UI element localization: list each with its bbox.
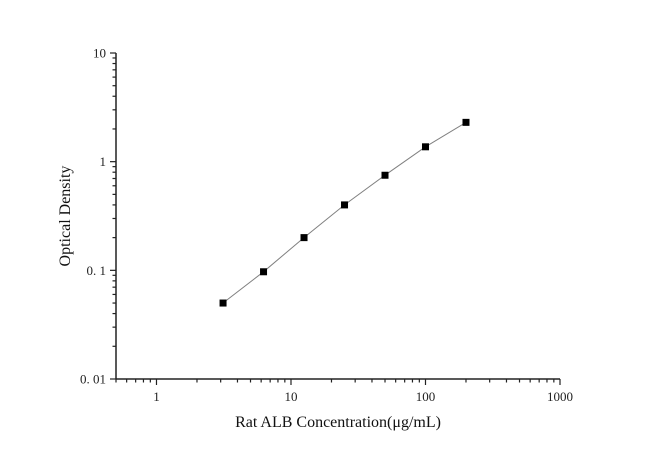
y-tick-label: 10 (93, 46, 106, 61)
data-point-marker (300, 234, 308, 242)
y-tick-label: 1 (100, 154, 107, 169)
y-tick-label: 0. 1 (87, 263, 107, 278)
x-tick-label: 100 (416, 389, 436, 404)
data-point-marker (462, 118, 470, 126)
y-tick-label: 0. 01 (80, 372, 106, 387)
data-series (219, 118, 470, 307)
x-tick-label: 1 (153, 389, 160, 404)
y-axis: 0. 01 0. 1 1 10 (80, 46, 117, 387)
x-tick-label: 1000 (547, 389, 573, 404)
data-point-marker (381, 171, 389, 179)
y-axis-label: Optical Density (57, 166, 74, 267)
data-point-marker (219, 299, 227, 307)
data-point-marker (421, 143, 429, 151)
x-tick-label: 10 (284, 389, 297, 404)
fit-line (222, 121, 467, 304)
x-axis-label: Rat ALB Concentration(μg/mL) (235, 414, 441, 431)
data-point-marker (260, 268, 268, 276)
data-point-marker (341, 201, 349, 209)
x-axis: 1 10 100 1000 (115, 378, 573, 404)
